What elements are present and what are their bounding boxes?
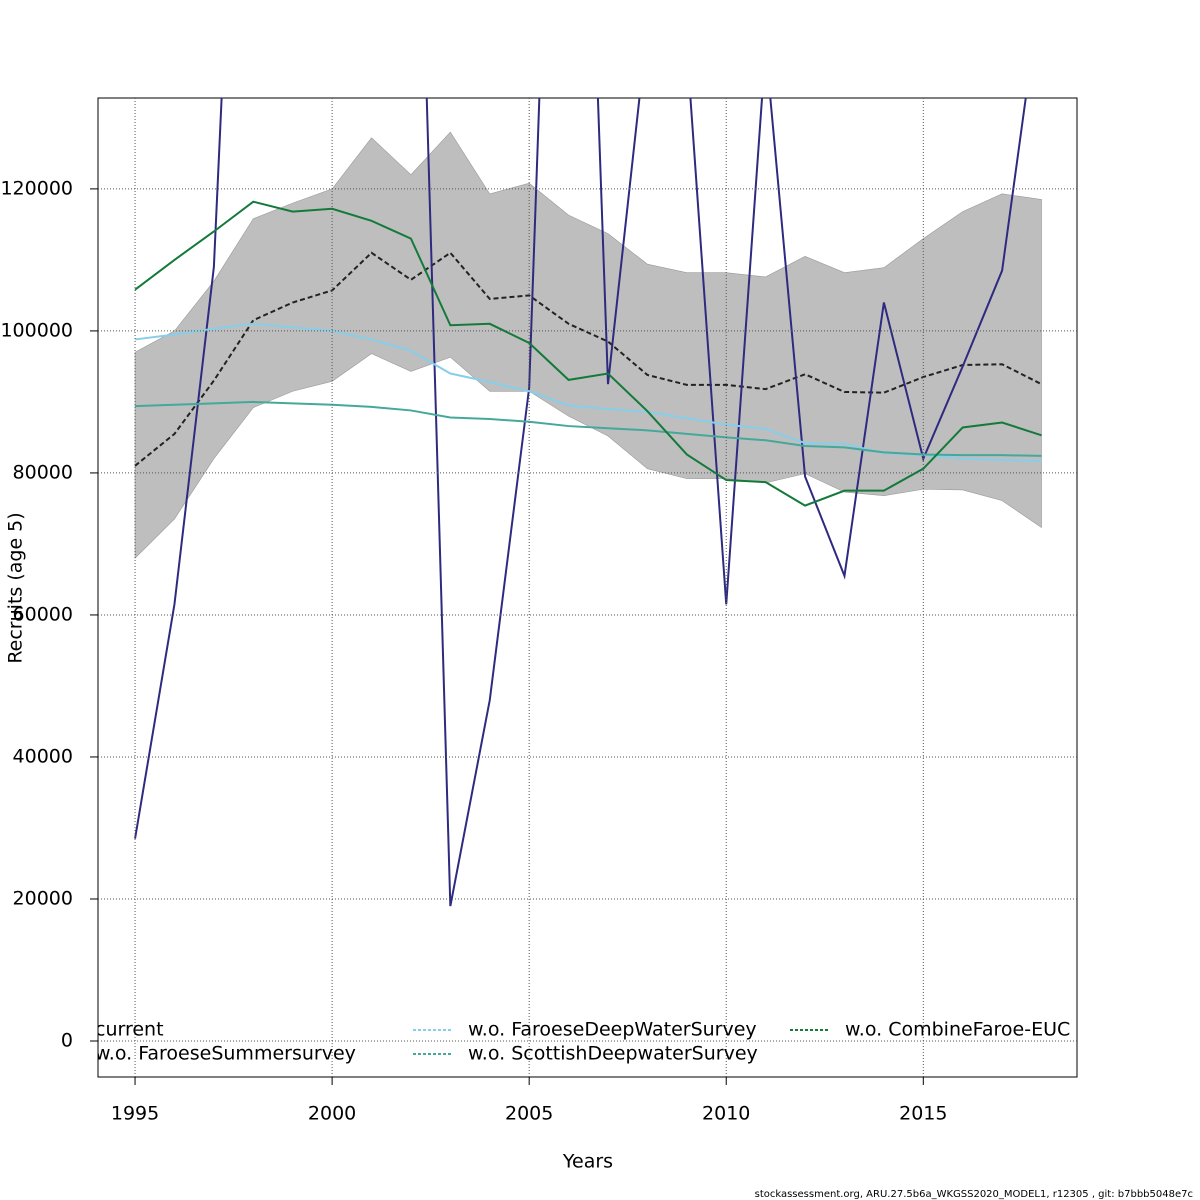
series-line (134, 98, 1027, 907)
y-tick-label: 80000 (13, 461, 73, 483)
legend-label: w.o. ScottishDeepwaterSurvey (468, 1043, 758, 1065)
legend-label: w.o. FaroeseSummersurvey (95, 1043, 356, 1065)
series-line (135, 400, 1042, 457)
x-tick-label: 2005 (505, 1103, 553, 1125)
plot-area (134, 98, 1042, 907)
x-tick-label: 2000 (308, 1103, 356, 1125)
x-tick-label: 1995 (111, 1103, 159, 1125)
y-tick-label: 120000 (0, 177, 73, 199)
legend-label: w.o. CombineFaroe-EUC (845, 1019, 1070, 1041)
legend-label: current (95, 1019, 164, 1041)
x-tick-label: 2010 (702, 1103, 750, 1125)
confidence-band (134, 131, 1042, 559)
x-tick-label: 2015 (899, 1103, 947, 1125)
series-line (134, 251, 1042, 467)
y-tick-label: 100000 (0, 319, 73, 341)
plot-frame (97, 97, 1078, 1078)
y-axis-label: Recruits (age 5) (5, 512, 27, 663)
y-tick-label: 40000 (13, 745, 73, 767)
y-tick-label: 60000 (13, 603, 73, 625)
y-tick-label: 20000 (13, 887, 73, 909)
legend-label: w.o. FaroeseDeepWaterSurvey (468, 1019, 757, 1041)
series-line (134, 200, 1042, 507)
footer: stockassessment.org, ARU.27.5b6a_WKGSS20… (755, 1189, 1193, 1200)
y-tick-label: 0 (61, 1029, 73, 1051)
x-axis-label: Years (562, 1151, 613, 1173)
